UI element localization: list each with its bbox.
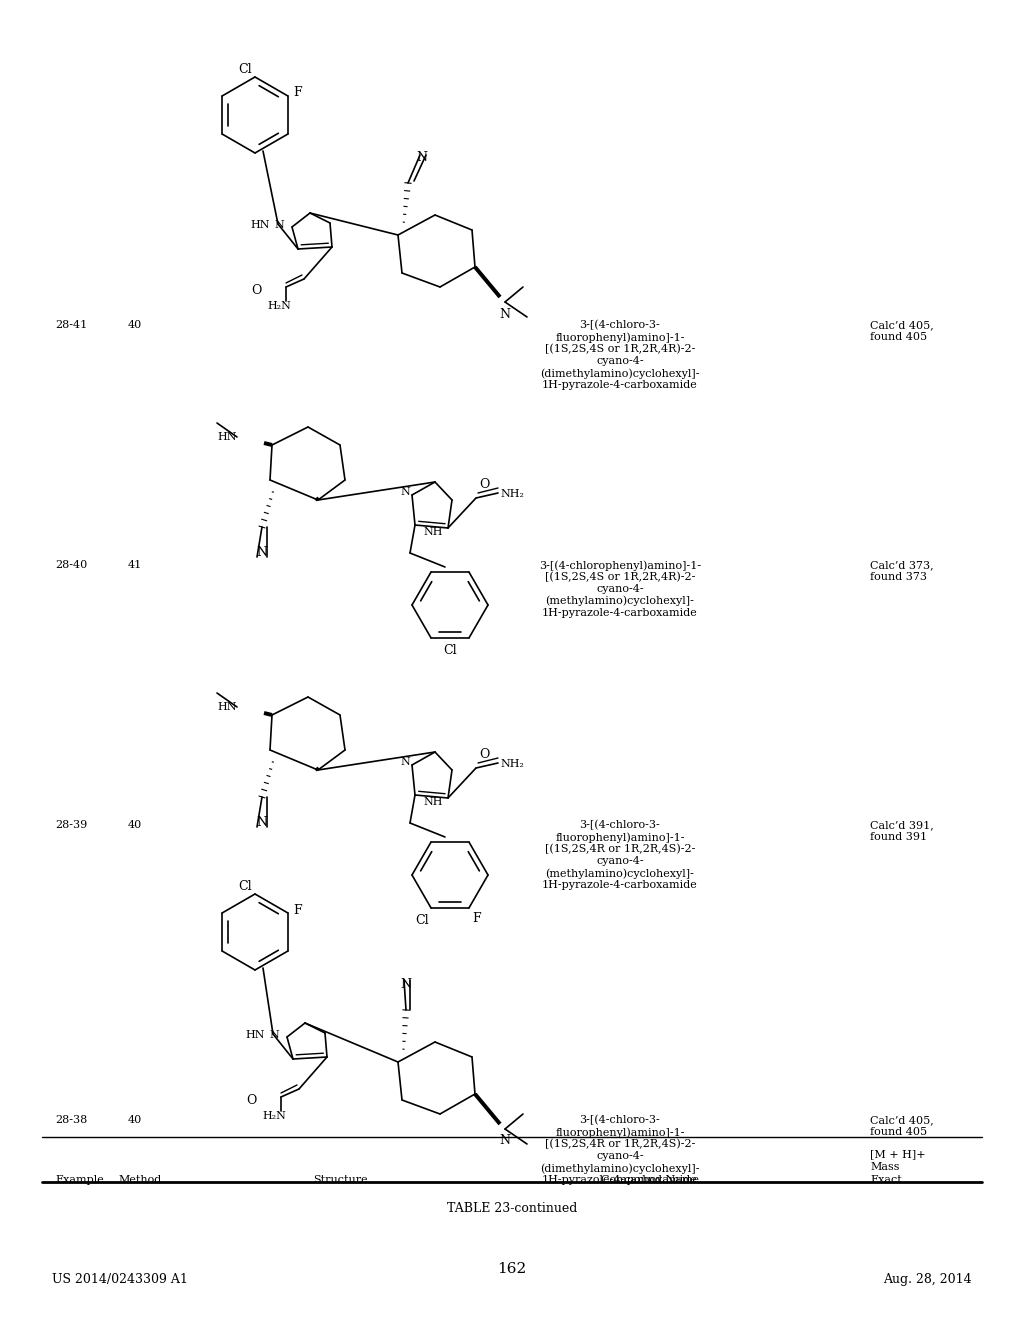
Polygon shape [314,767,319,771]
Text: Mass: Mass [870,1162,899,1172]
Text: Aug. 28, 2014: Aug. 28, 2014 [884,1272,972,1286]
Text: F: F [293,903,302,916]
Text: Method: Method [118,1175,161,1185]
Text: N: N [256,546,267,558]
Text: 162: 162 [498,1262,526,1276]
Text: Calc’d 391,
found 391: Calc’d 391, found 391 [870,820,934,842]
Text: Cl: Cl [239,63,252,77]
Polygon shape [473,265,502,298]
Text: Example: Example [55,1175,103,1185]
Text: 28-40: 28-40 [55,560,87,570]
Text: Calc’d 373,
found 373: Calc’d 373, found 373 [870,560,934,582]
Text: N: N [400,487,410,498]
Text: Exact: Exact [870,1175,902,1185]
Text: HN: HN [217,432,237,442]
Text: [M + H]+: [M + H]+ [870,1148,926,1159]
Text: O: O [479,478,489,491]
Text: NH: NH [423,797,442,807]
Text: US 2014/0243309 A1: US 2014/0243309 A1 [52,1272,187,1286]
Text: HN: HN [246,1030,265,1040]
Text: N: N [400,756,410,767]
Text: 3-[(4-chloro-3-
fluorophenyl)amino]-1-
[(1S,2S,4S or 1R,2R,4R)-2-
cyano-4-
(dime: 3-[(4-chloro-3- fluorophenyl)amino]-1- [… [541,319,699,391]
Text: 40: 40 [128,820,142,830]
Text: N: N [274,220,284,230]
Text: HN: HN [251,220,270,230]
Text: 41: 41 [128,560,142,570]
Text: N: N [500,308,511,321]
Text: N: N [269,1030,279,1040]
Polygon shape [473,1093,502,1125]
Text: Calc’d 405,
found 405: Calc’d 405, found 405 [870,1115,934,1137]
Polygon shape [314,496,319,502]
Text: 3-[(4-chloro-3-
fluorophenyl)amino]-1-
[(1S,2S,4R or 1R,2R,4S)-2-
cyano-4-
(dime: 3-[(4-chloro-3- fluorophenyl)amino]-1- [… [541,1115,699,1185]
Polygon shape [263,711,272,717]
Text: O: O [479,748,489,762]
Text: Structure: Structure [312,1175,368,1185]
Text: Calc’d 405,
found 405: Calc’d 405, found 405 [870,319,934,342]
Text: 28-39: 28-39 [55,820,87,830]
Polygon shape [263,441,272,447]
Text: 3-[(4-chlorophenyl)amino]-1-
[(1S,2S,4S or 1R,2R,4R)-2-
cyano-4-
(methylamino)cy: 3-[(4-chlorophenyl)amino]-1- [(1S,2S,4S … [539,560,701,618]
Text: N: N [417,150,427,164]
Text: 28-38: 28-38 [55,1115,87,1125]
Text: N: N [400,978,412,991]
Text: 40: 40 [128,319,142,330]
Text: Compound Name: Compound Name [601,1175,699,1185]
Text: 40: 40 [128,1115,142,1125]
Text: H₂N: H₂N [267,301,291,312]
Text: Cl: Cl [415,913,429,927]
Text: N: N [256,816,267,829]
Text: F: F [472,912,480,925]
Text: F: F [293,87,302,99]
Text: 28-41: 28-41 [55,319,87,330]
Text: 3-[(4-chloro-3-
fluorophenyl)amino]-1-
[(1S,2S,4R or 1R,2R,4S)-2-
cyano-4-
(meth: 3-[(4-chloro-3- fluorophenyl)amino]-1- [… [542,820,698,890]
Text: NH₂: NH₂ [500,488,524,499]
Text: NH₂: NH₂ [500,759,524,770]
Text: HN: HN [217,702,237,711]
Text: Cl: Cl [239,880,252,894]
Text: Cl: Cl [443,644,457,657]
Text: O: O [252,285,262,297]
Text: O: O [247,1094,257,1107]
Text: NH: NH [423,527,442,537]
Text: N: N [500,1134,511,1147]
Text: TABLE 23-continued: TABLE 23-continued [446,1203,578,1214]
Text: H₂N: H₂N [262,1111,286,1121]
